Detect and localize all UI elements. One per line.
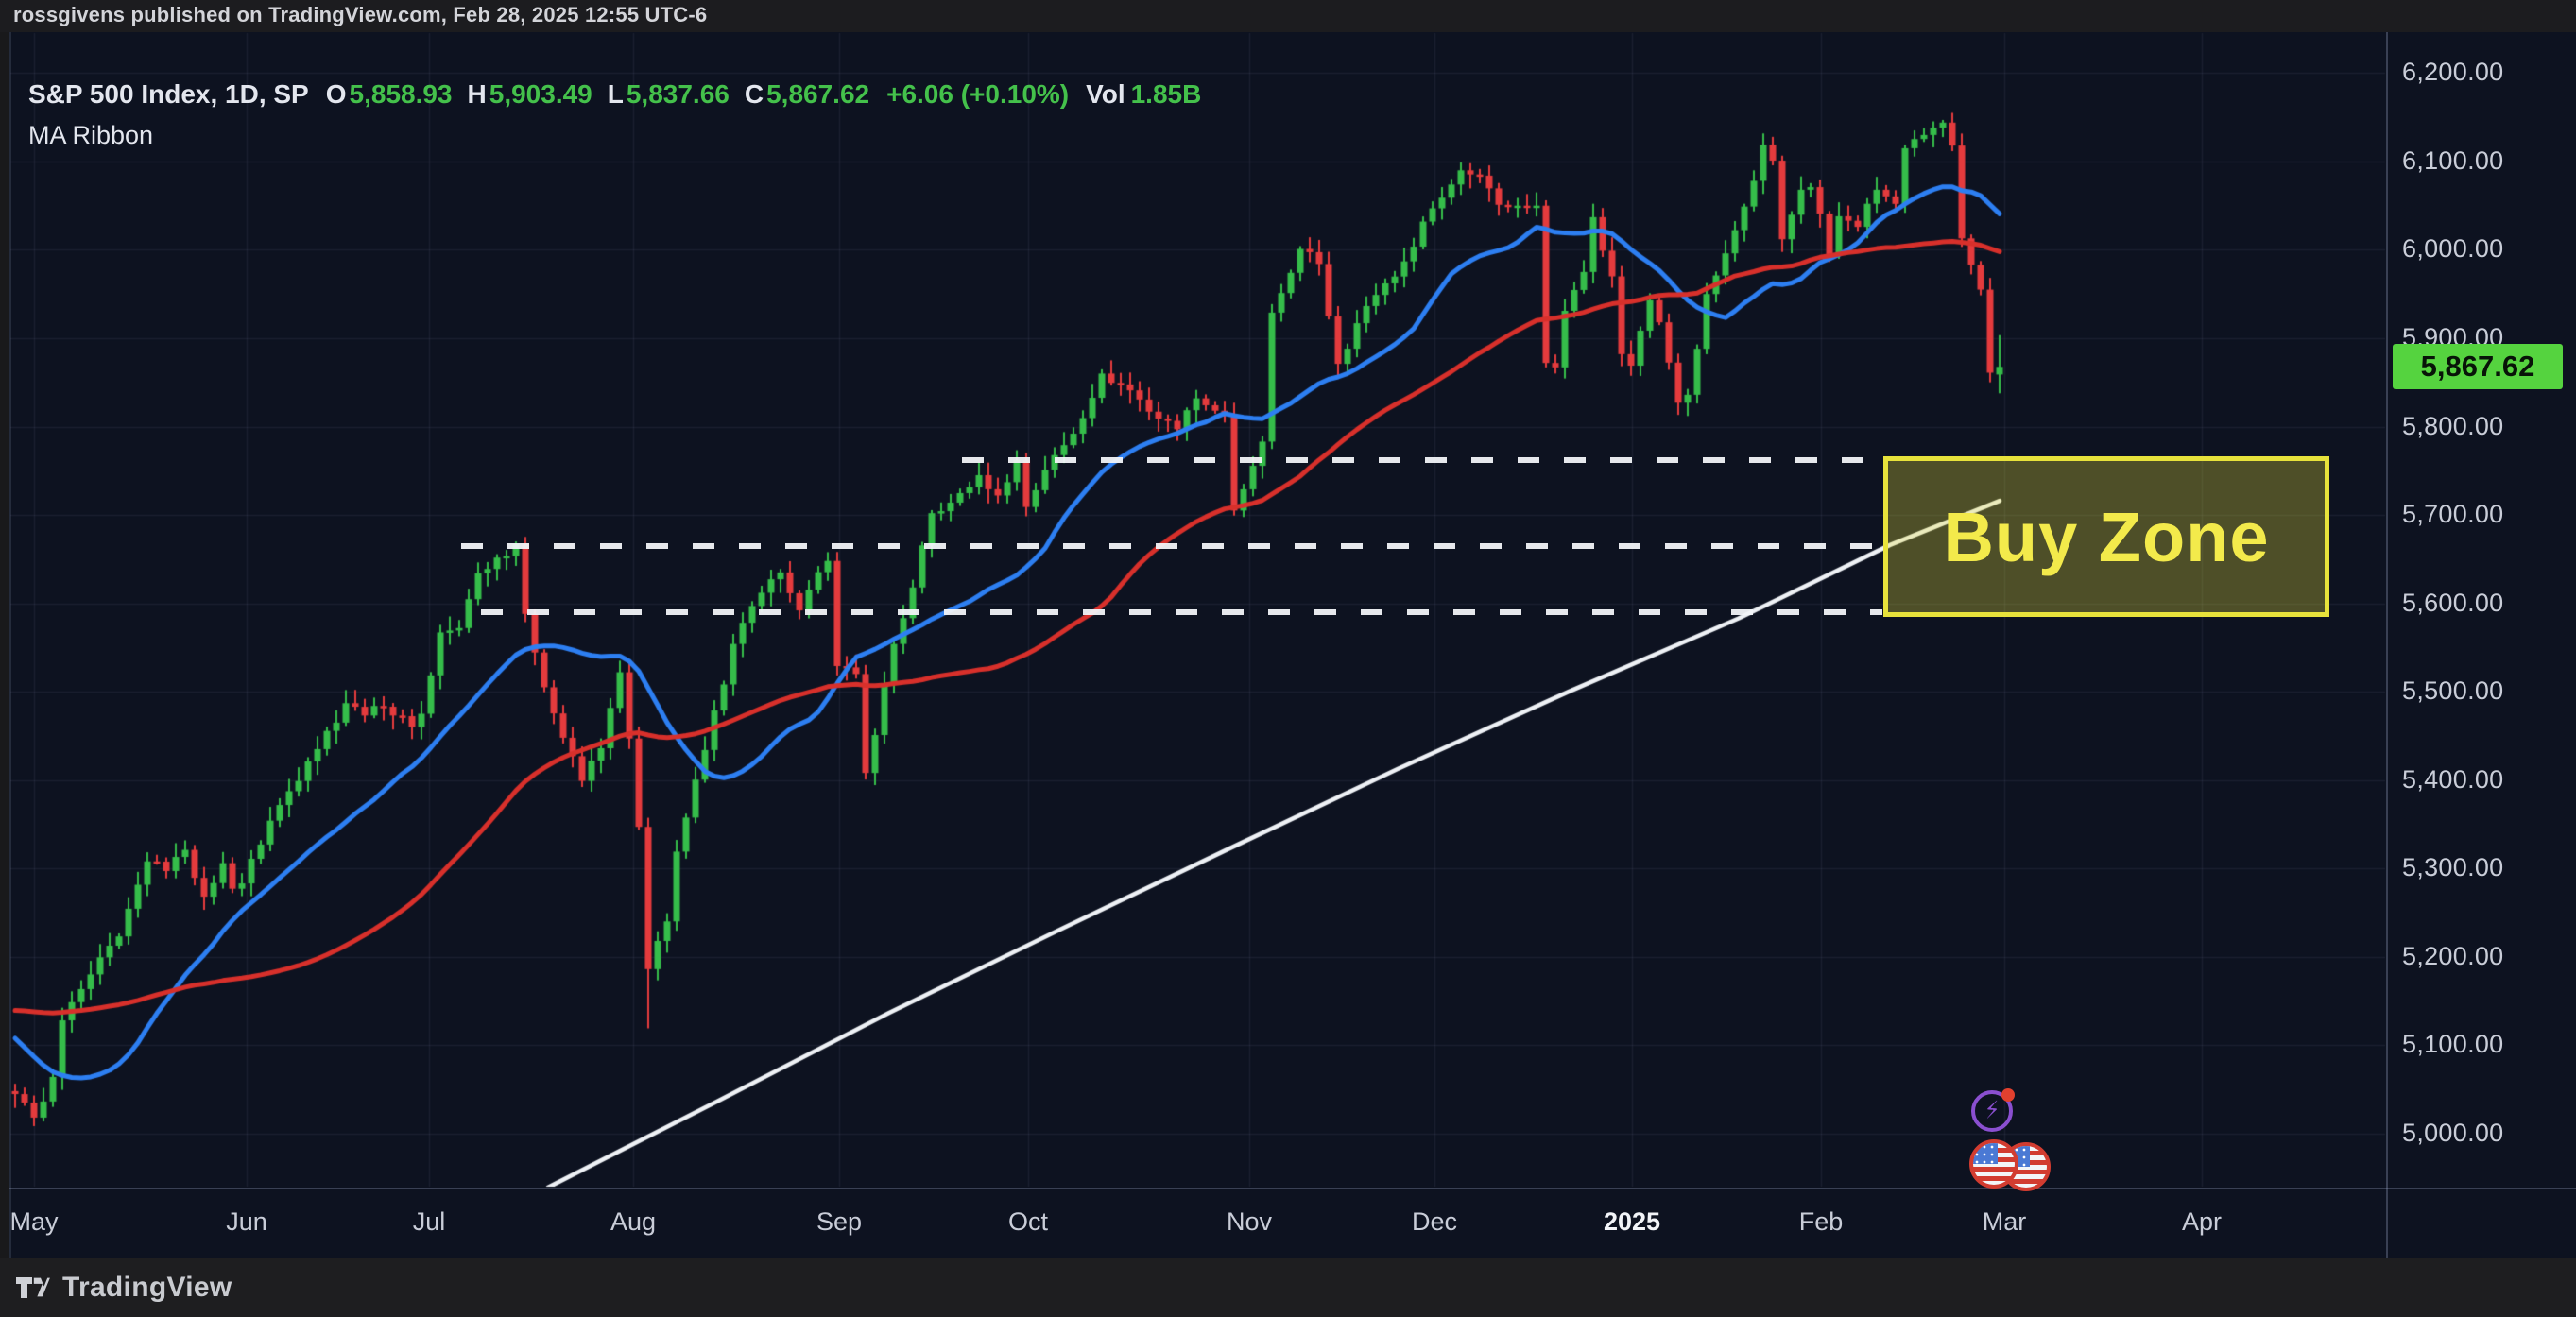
month-tick-label: Aug bbox=[610, 1207, 657, 1236]
footer-bar: TradingView bbox=[0, 1258, 2576, 1317]
price-tick-label: 5,000.00 bbox=[2402, 1118, 2504, 1147]
volume-readout: Vol 1.85B bbox=[1086, 79, 1201, 110]
attribution-bar: rossgivens published on TradingView.com,… bbox=[0, 0, 2576, 32]
month-tick-label: Mar bbox=[1982, 1207, 2027, 1236]
price-tick-label: 6,000.00 bbox=[2402, 234, 2504, 264]
support-dashed-line[interactable] bbox=[461, 542, 1882, 549]
chart-left-border bbox=[9, 32, 11, 1258]
price-tick-label: 5,600.00 bbox=[2402, 588, 2504, 617]
ohlc-item: C 5,867.62 bbox=[744, 79, 870, 109]
price-tick-label: 5,400.00 bbox=[2402, 764, 2504, 794]
indicator-ma-ribbon[interactable]: MA Ribbon bbox=[28, 121, 154, 149]
month-tick-label: Sep bbox=[816, 1207, 863, 1236]
price-tick-label: 5,800.00 bbox=[2402, 411, 2504, 440]
ohlc-item: L 5,837.66 bbox=[607, 79, 730, 109]
month-tick-label: May bbox=[9, 1207, 59, 1236]
price-tick-label: 5,700.00 bbox=[2402, 500, 2504, 529]
tradingview-logo-icon bbox=[16, 1277, 50, 1298]
last-price-badge: 5,867.62 bbox=[2393, 344, 2563, 390]
month-tick-label: Nov bbox=[1226, 1207, 1273, 1236]
notification-dot-icon bbox=[2001, 1088, 2015, 1102]
ohlc-item: H 5,903.49 bbox=[467, 79, 592, 109]
price-tick-label: 5,200.00 bbox=[2402, 941, 2504, 970]
price-tick-label: 5,100.00 bbox=[2402, 1030, 2504, 1059]
buy-zone-annotation[interactable]: Buy Zone bbox=[1883, 456, 2329, 617]
us-flag-event-icon-1[interactable] bbox=[1969, 1139, 2018, 1189]
volume-label: Vol bbox=[1086, 79, 1125, 109]
month-tick-label: Feb bbox=[1798, 1207, 1844, 1236]
month-tick-label: Apr bbox=[2181, 1207, 2223, 1236]
month-tick-label: Dec bbox=[1411, 1207, 1458, 1236]
price-tick-label: 5,500.00 bbox=[2402, 676, 2504, 706]
attribution-text: rossgivens published on TradingView.com,… bbox=[13, 3, 708, 26]
ohlc-values: O 5,858.93 H 5,903.49 L 5,837.66 C 5,867.62 bbox=[326, 79, 869, 110]
price-tick-label: 6,100.00 bbox=[2402, 145, 2504, 175]
support-dashed-line[interactable] bbox=[481, 608, 1882, 615]
month-tick-label: Oct bbox=[1007, 1207, 1049, 1236]
month-tick-label: Jul bbox=[412, 1207, 446, 1236]
ohlc-item: O 5,858.93 bbox=[325, 79, 453, 109]
tradingview-logo-text: TradingView bbox=[62, 1272, 232, 1303]
price-axis-border bbox=[2386, 32, 2388, 1258]
change-value: +6.06 (+0.10%) bbox=[886, 79, 1070, 109]
month-tick-label: 2025 bbox=[1603, 1207, 1661, 1236]
tradingview-logo[interactable]: TradingView bbox=[15, 1272, 232, 1304]
month-tick-label: Jun bbox=[226, 1207, 267, 1236]
price-tick-label: 5,300.00 bbox=[2402, 853, 2504, 882]
flag-canton bbox=[1973, 1143, 1998, 1164]
time-axis-border bbox=[9, 1188, 2576, 1189]
symbol-title[interactable]: S&P 500 Index, 1D, SP bbox=[28, 79, 309, 109]
lightning-bolt-glyph: ⚡︎ bbox=[1982, 1096, 2002, 1125]
price-tick-label: 6,200.00 bbox=[2402, 58, 2504, 87]
symbol-legend[interactable]: S&P 500 Index, 1D, SP O 5,858.93 H 5,903.49… bbox=[28, 79, 1201, 110]
buy-zone-label: Buy Zone bbox=[1943, 497, 2270, 576]
volume-value: 1.85B bbox=[1130, 79, 1202, 109]
support-dashed-line[interactable] bbox=[962, 457, 1882, 464]
lightning-streak-icon[interactable]: ⚡︎ bbox=[1971, 1090, 2013, 1132]
